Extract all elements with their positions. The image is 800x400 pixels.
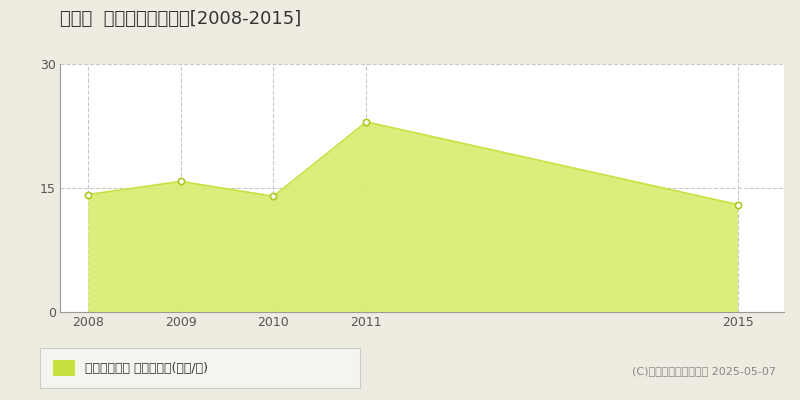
Point [82,192,94,198]
Bar [53,360,75,376]
Text: 収益物件価格 平均嵪単価(万円/嵪): 収益物件価格 平均嵪単価(万円/嵪) [85,362,208,374]
Point [174,178,187,184]
Text: (C)土地価格ドットコム 2025-05-07: (C)土地価格ドットコム 2025-05-07 [632,366,776,376]
Point [731,201,744,208]
Point [360,119,373,125]
Point [267,193,280,200]
Text: 庄内町  収益物件価格推移[2008-2015]: 庄内町 収益物件価格推移[2008-2015] [60,10,302,28]
